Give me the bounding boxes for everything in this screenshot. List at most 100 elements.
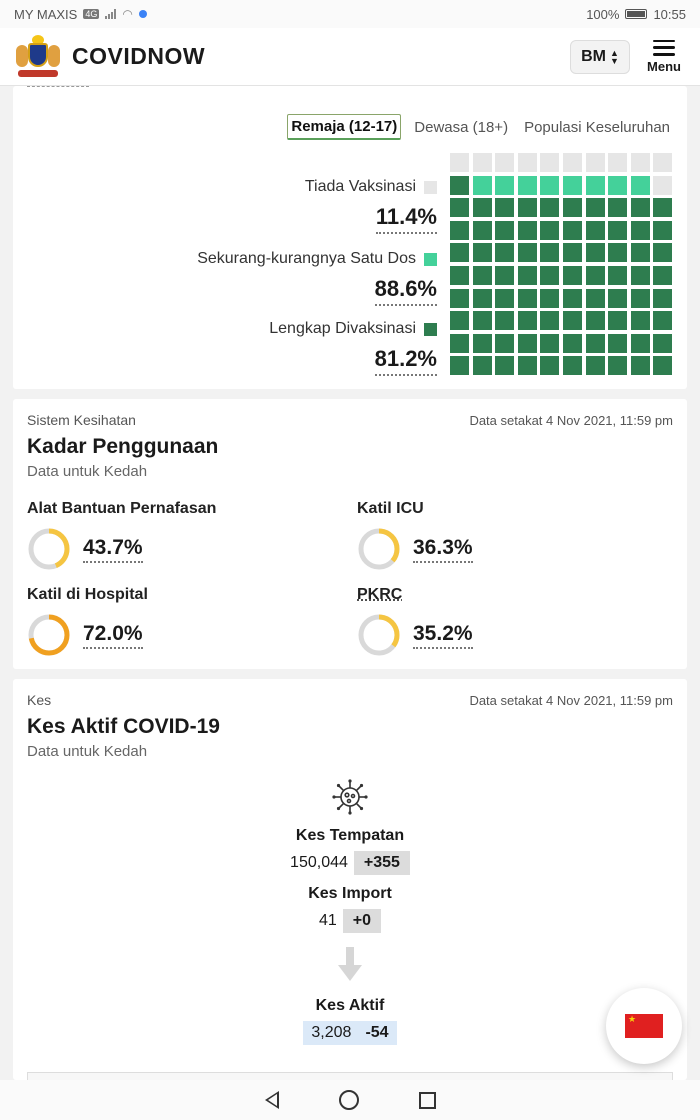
data-timestamp: Data setakat 4 Nov 2021, 11:59 pm — [469, 693, 673, 708]
active-cases-value: 3,208 — [311, 1024, 352, 1041]
waffle-cell — [630, 356, 650, 376]
system-nav-bar — [0, 1080, 700, 1120]
waffle-cell — [630, 265, 650, 285]
vaccination-waffle-chart — [450, 153, 673, 376]
metric-ventilator: Alat Bantuan Pernafasan 43.7% — [27, 500, 327, 571]
local-cases-label: Kes Tempatan — [295, 827, 405, 844]
swatch-partial — [424, 252, 437, 266]
donut-fill — [28, 614, 70, 656]
waffle-cell — [585, 265, 605, 285]
waffle-cell — [562, 198, 582, 218]
waffle-cell — [608, 198, 628, 218]
waffle-cell — [585, 333, 605, 353]
translate-fab-button[interactable] — [606, 988, 682, 1064]
language-select[interactable]: BM ▲ ▼ — [570, 39, 630, 74]
section-title: Kes Aktif COVID-19 — [27, 715, 220, 738]
waffle-cell — [495, 153, 515, 172]
metric-value[interactable]: 43.7% — [83, 536, 143, 563]
waffle-cell — [562, 333, 582, 353]
legend-none: Tiada Vaksinasi 11.4% — [305, 178, 437, 234]
waffle-cell — [630, 220, 650, 240]
waffle-cell — [653, 333, 673, 353]
waffle-cell — [450, 288, 469, 308]
waffle-cell — [540, 311, 560, 331]
waffle-cell — [517, 265, 537, 285]
waffle-cell — [472, 153, 492, 172]
home-icon[interactable] — [338, 1090, 359, 1110]
waffle-cell — [653, 288, 673, 308]
metric-value[interactable]: 72.0% — [83, 622, 143, 649]
battery-percent: 100% — [586, 6, 620, 22]
waffle-cell — [450, 265, 469, 285]
local-cases-value: 150,044 — [290, 854, 348, 871]
waffle-cell — [495, 333, 515, 353]
tab-remaja[interactable]: Remaja (12-17) — [287, 114, 402, 140]
metric-value[interactable]: 35.2% — [413, 622, 473, 649]
waffle-cell — [517, 175, 537, 195]
waffle-cell — [630, 153, 650, 172]
waffle-cell — [562, 311, 582, 331]
donut-fill — [28, 528, 70, 570]
waffle-cell — [562, 265, 582, 285]
hamburger-icon — [653, 39, 675, 56]
waffle-cell — [608, 265, 628, 285]
section-title: Kadar Penggunaan — [27, 435, 219, 458]
brand-name[interactable]: COVIDNOW — [72, 43, 206, 69]
waffle-cell — [495, 198, 515, 218]
waffle-cell — [450, 243, 469, 263]
divider — [27, 86, 89, 87]
waffle-cell — [585, 175, 605, 195]
active-cases-label: Kes Aktif — [315, 997, 385, 1014]
tab-populasi[interactable]: Populasi Keseluruhan — [524, 118, 670, 136]
swatch-full — [424, 322, 437, 336]
waffle-cell — [585, 153, 605, 172]
swatch-none — [424, 180, 437, 194]
waffle-cell — [472, 220, 492, 240]
legend-label: Sekurang-kurangnya Satu Dos — [197, 250, 416, 267]
legend-label: Lengkap Divaksinasi — [269, 320, 416, 337]
waffle-cell — [653, 243, 673, 263]
waffle-cell — [472, 243, 492, 263]
section-label: Kes — [27, 692, 52, 708]
pct-partial[interactable]: 88.6% — [374, 276, 437, 306]
waffle-cell — [450, 175, 469, 195]
waffle-cell — [450, 311, 469, 331]
menu-label: Menu — [647, 58, 681, 74]
waffle-cell — [653, 220, 673, 240]
waffle-cell — [653, 175, 673, 195]
tab-dewasa[interactable]: Dewasa (18+) — [414, 118, 509, 136]
recent-apps-icon[interactable] — [418, 1091, 436, 1109]
waffle-cell — [562, 220, 582, 240]
import-cases-delta: +0 — [342, 909, 382, 933]
section-subtitle: Data untuk Kedah — [27, 743, 148, 760]
waffle-cell — [585, 356, 605, 376]
metric-label[interactable]: PKRC — [357, 586, 403, 603]
waffle-cell — [495, 356, 515, 376]
waffle-cell — [608, 356, 628, 376]
waffle-cell — [630, 175, 650, 195]
malaysia-crest-icon[interactable] — [14, 34, 62, 77]
waffle-cell — [517, 243, 537, 263]
waffle-cell — [653, 356, 673, 376]
waffle-cell — [540, 198, 560, 218]
metric-value[interactable]: 36.3% — [413, 536, 473, 563]
waffle-cell — [540, 356, 560, 376]
pct-none[interactable]: 11.4% — [375, 204, 437, 234]
menu-button[interactable]: Menu — [642, 39, 686, 74]
waffle-cell — [517, 311, 537, 331]
waffle-cell — [608, 175, 628, 195]
clock: 10:55 — [653, 6, 686, 22]
waffle-cell — [450, 198, 469, 218]
waffle-cell — [495, 311, 515, 331]
section-label: Sistem Kesihatan — [27, 412, 136, 428]
waffle-cell — [608, 333, 628, 353]
waffle-cell — [517, 198, 537, 218]
back-icon[interactable] — [264, 1091, 279, 1109]
waffle-cell — [562, 175, 582, 195]
waffle-cell — [608, 153, 628, 172]
waffle-cell — [608, 243, 628, 263]
active-cases-card: Kes Data setakat 4 Nov 2021, 11:59 pm Ke… — [13, 679, 687, 1080]
pct-full[interactable]: 81.2% — [374, 346, 437, 376]
waffle-cell — [450, 153, 469, 172]
waffle-cell — [472, 311, 492, 331]
